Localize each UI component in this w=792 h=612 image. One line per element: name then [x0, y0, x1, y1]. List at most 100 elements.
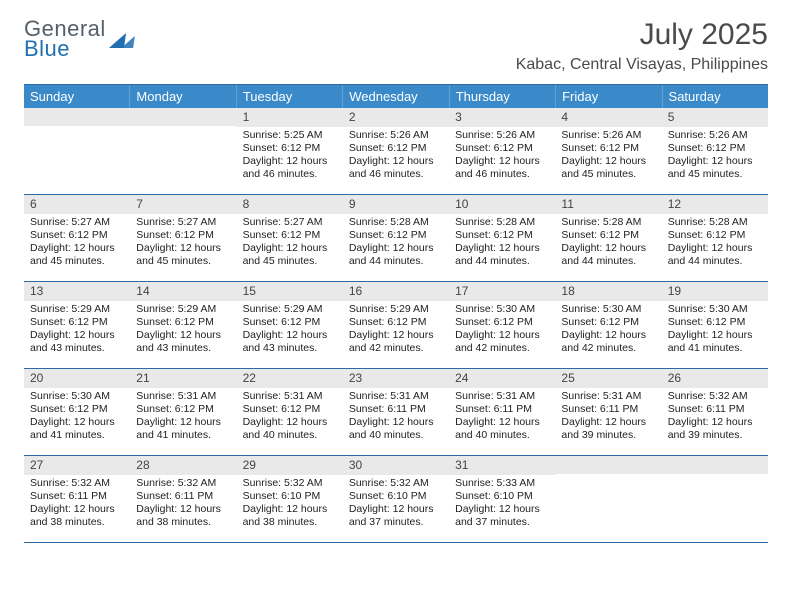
day-number: 27: [24, 456, 130, 475]
daylight1-line: Daylight: 12 hours: [349, 503, 443, 516]
day-details: Sunrise: 5:29 AMSunset: 6:12 PMDaylight:…: [343, 301, 449, 360]
day-number: 5: [662, 108, 768, 127]
sunrise-line: Sunrise: 5:32 AM: [349, 477, 443, 490]
weekday-header: Friday: [556, 85, 662, 108]
week-row: 13 Sunrise: 5:29 AMSunset: 6:12 PMDayligh…: [24, 282, 768, 369]
sunrise-line: Sunrise: 5:31 AM: [136, 390, 230, 403]
day-details: Sunrise: 5:31 AMSunset: 6:12 PMDaylight:…: [130, 388, 236, 447]
day-cell: [24, 108, 130, 194]
day-cell: 20Sunrise: 5:30 AMSunset: 6:12 PMDayligh…: [24, 369, 130, 455]
day-number: 9: [343, 195, 449, 214]
daylight2-line: and 45 minutes.: [30, 255, 124, 268]
sunrise-line: Sunrise: 5:32 AM: [243, 477, 337, 490]
sunset-line: Sunset: 6:12 PM: [243, 142, 337, 155]
day-details: Sunrise: 5:26 AMSunset: 6:12 PMDaylight:…: [449, 127, 555, 186]
daylight2-line: and 37 minutes.: [455, 516, 549, 529]
sunrise-line: Sunrise: 5:31 AM: [455, 390, 549, 403]
sunset-line: Sunset: 6:12 PM: [136, 403, 230, 416]
day-cell: 27Sunrise: 5:32 AMSunset: 6:11 PMDayligh…: [24, 456, 130, 542]
daylight2-line: and 43 minutes.: [243, 342, 337, 355]
sunset-line: Sunset: 6:12 PM: [243, 316, 337, 329]
day-cell: 22Sunrise: 5:31 AMSunset: 6:12 PMDayligh…: [237, 369, 343, 455]
day-cell: 13Sunrise: 5:29 AMSunset: 6:12 PMDayligh…: [24, 282, 130, 368]
day-cell: 19Sunrise: 5:30 AMSunset: 6:12 PMDayligh…: [662, 282, 768, 368]
day-details: Sunrise: 5:31 AMSunset: 6:12 PMDaylight:…: [237, 388, 343, 447]
daylight1-line: Daylight: 12 hours: [349, 242, 443, 255]
day-cell: [662, 456, 768, 542]
daylight2-line: and 42 minutes.: [455, 342, 549, 355]
day-cell: 30Sunrise: 5:32 AMSunset: 6:10 PMDayligh…: [343, 456, 449, 542]
day-cell: 6Sunrise: 5:27 AMSunset: 6:12 PMDaylight…: [24, 195, 130, 281]
week-row: 20Sunrise: 5:30 AMSunset: 6:12 PMDayligh…: [24, 369, 768, 456]
day-number: 21: [130, 369, 236, 388]
calendar-page: General Blue July 2025 Kabac, Central Vi…: [0, 0, 792, 612]
day-cell: 14Sunrise: 5:29 AMSunset: 6:12 PMDayligh…: [130, 282, 236, 368]
day-cell: 31Sunrise: 5:33 AMSunset: 6:10 PMDayligh…: [449, 456, 555, 542]
day-cell: 2Sunrise: 5:26 AMSunset: 6:12 PMDaylight…: [343, 108, 449, 194]
day-cell: 5 Sunrise: 5:26 AMSunset: 6:12 PMDaylight…: [662, 108, 768, 194]
sunset-line: Sunset: 6:12 PM: [668, 142, 762, 155]
daylight1-line: Daylight: 12 hours: [455, 416, 549, 429]
sunset-line: Sunset: 6:12 PM: [349, 142, 443, 155]
daylight1-line: Daylight: 12 hours: [455, 242, 549, 255]
sunset-line: Sunset: 6:12 PM: [668, 229, 762, 242]
title-block: July 2025 Kabac, Central Visayas, Philip…: [516, 18, 768, 74]
page-header: General Blue July 2025 Kabac, Central Vi…: [24, 18, 768, 74]
daylight1-line: Daylight: 12 hours: [455, 503, 549, 516]
sunset-line: Sunset: 6:11 PM: [349, 403, 443, 416]
day-number: 18: [555, 282, 661, 301]
sunrise-line: Sunrise: 5:30 AM: [668, 303, 762, 316]
day-details: Sunrise: 5:25 AMSunset: 6:12 PMDaylight:…: [237, 127, 343, 186]
daylight2-line: and 44 minutes.: [455, 255, 549, 268]
weekday-header: Thursday: [450, 85, 556, 108]
day-number: 23: [343, 369, 449, 388]
daylight1-line: Daylight: 12 hours: [668, 242, 762, 255]
day-number: 11: [555, 195, 661, 214]
day-number: 13: [24, 282, 130, 301]
daylight1-line: Daylight: 12 hours: [136, 416, 230, 429]
day-cell: 10Sunrise: 5:28 AMSunset: 6:12 PMDayligh…: [449, 195, 555, 281]
daylight2-line: and 46 minutes.: [455, 168, 549, 181]
day-details: Sunrise: 5:31 AMSunset: 6:11 PMDaylight:…: [555, 388, 661, 447]
brand-line-2: Blue: [24, 38, 106, 60]
sunrise-line: Sunrise: 5:26 AM: [349, 129, 443, 142]
daylight1-line: Daylight: 12 hours: [243, 416, 337, 429]
weeks-container: 1Sunrise: 5:25 AMSunset: 6:12 PMDaylight…: [24, 108, 768, 543]
sunset-line: Sunset: 6:12 PM: [668, 316, 762, 329]
sunrise-line: Sunrise: 5:26 AM: [668, 129, 762, 142]
daylight1-line: Daylight: 12 hours: [243, 242, 337, 255]
sunrise-line: Sunrise: 5:33 AM: [455, 477, 549, 490]
day-number: 2: [343, 108, 449, 127]
daylight1-line: Daylight: 12 hours: [136, 329, 230, 342]
day-details: Sunrise: 5:29 AMSunset: 6:12 PMDaylight:…: [237, 301, 343, 360]
month-title: July 2025: [516, 18, 768, 52]
daylight1-line: Daylight: 12 hours: [30, 416, 124, 429]
daylight2-line: and 38 minutes.: [243, 516, 337, 529]
day-cell: 29Sunrise: 5:32 AMSunset: 6:10 PMDayligh…: [237, 456, 343, 542]
sunrise-line: Sunrise: 5:30 AM: [30, 390, 124, 403]
day-number: 26: [662, 369, 768, 388]
daylight1-line: Daylight: 12 hours: [455, 155, 549, 168]
day-number: 12: [662, 195, 768, 214]
daylight1-line: Daylight: 12 hours: [561, 242, 655, 255]
daylight1-line: Daylight: 12 hours: [668, 155, 762, 168]
day-number: 20: [24, 369, 130, 388]
day-details: Sunrise: 5:28 AMSunset: 6:12 PMDaylight:…: [555, 214, 661, 273]
day-number: 15: [237, 282, 343, 301]
day-cell: 12Sunrise: 5:28 AMSunset: 6:12 PMDayligh…: [662, 195, 768, 281]
daylight1-line: Daylight: 12 hours: [243, 503, 337, 516]
sunrise-line: Sunrise: 5:30 AM: [561, 303, 655, 316]
day-number: 7: [130, 195, 236, 214]
sunset-line: Sunset: 6:12 PM: [561, 229, 655, 242]
week-row: 6Sunrise: 5:27 AMSunset: 6:12 PMDaylight…: [24, 195, 768, 282]
sunset-line: Sunset: 6:11 PM: [136, 490, 230, 503]
day-details: Sunrise: 5:30 AMSunset: 6:12 PMDaylight:…: [449, 301, 555, 360]
day-number: 31: [449, 456, 555, 475]
day-cell: 24Sunrise: 5:31 AMSunset: 6:11 PMDayligh…: [449, 369, 555, 455]
day-details: Sunrise: 5:30 AMSunset: 6:12 PMDaylight:…: [24, 388, 130, 447]
sunrise-line: Sunrise: 5:30 AM: [455, 303, 549, 316]
day-cell: 23Sunrise: 5:31 AMSunset: 6:11 PMDayligh…: [343, 369, 449, 455]
day-number: 19: [662, 282, 768, 301]
day-details: Sunrise: 5:28 AMSunset: 6:12 PMDaylight:…: [662, 214, 768, 273]
day-cell: [555, 456, 661, 542]
